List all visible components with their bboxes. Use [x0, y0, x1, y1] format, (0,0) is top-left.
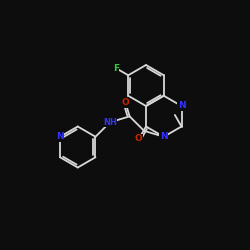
Text: F: F [113, 64, 119, 72]
Text: N: N [178, 102, 185, 110]
Text: O: O [122, 98, 129, 107]
Text: N: N [160, 132, 168, 141]
Text: NH: NH [103, 118, 117, 127]
Text: N: N [56, 132, 64, 141]
Text: O: O [135, 134, 143, 143]
